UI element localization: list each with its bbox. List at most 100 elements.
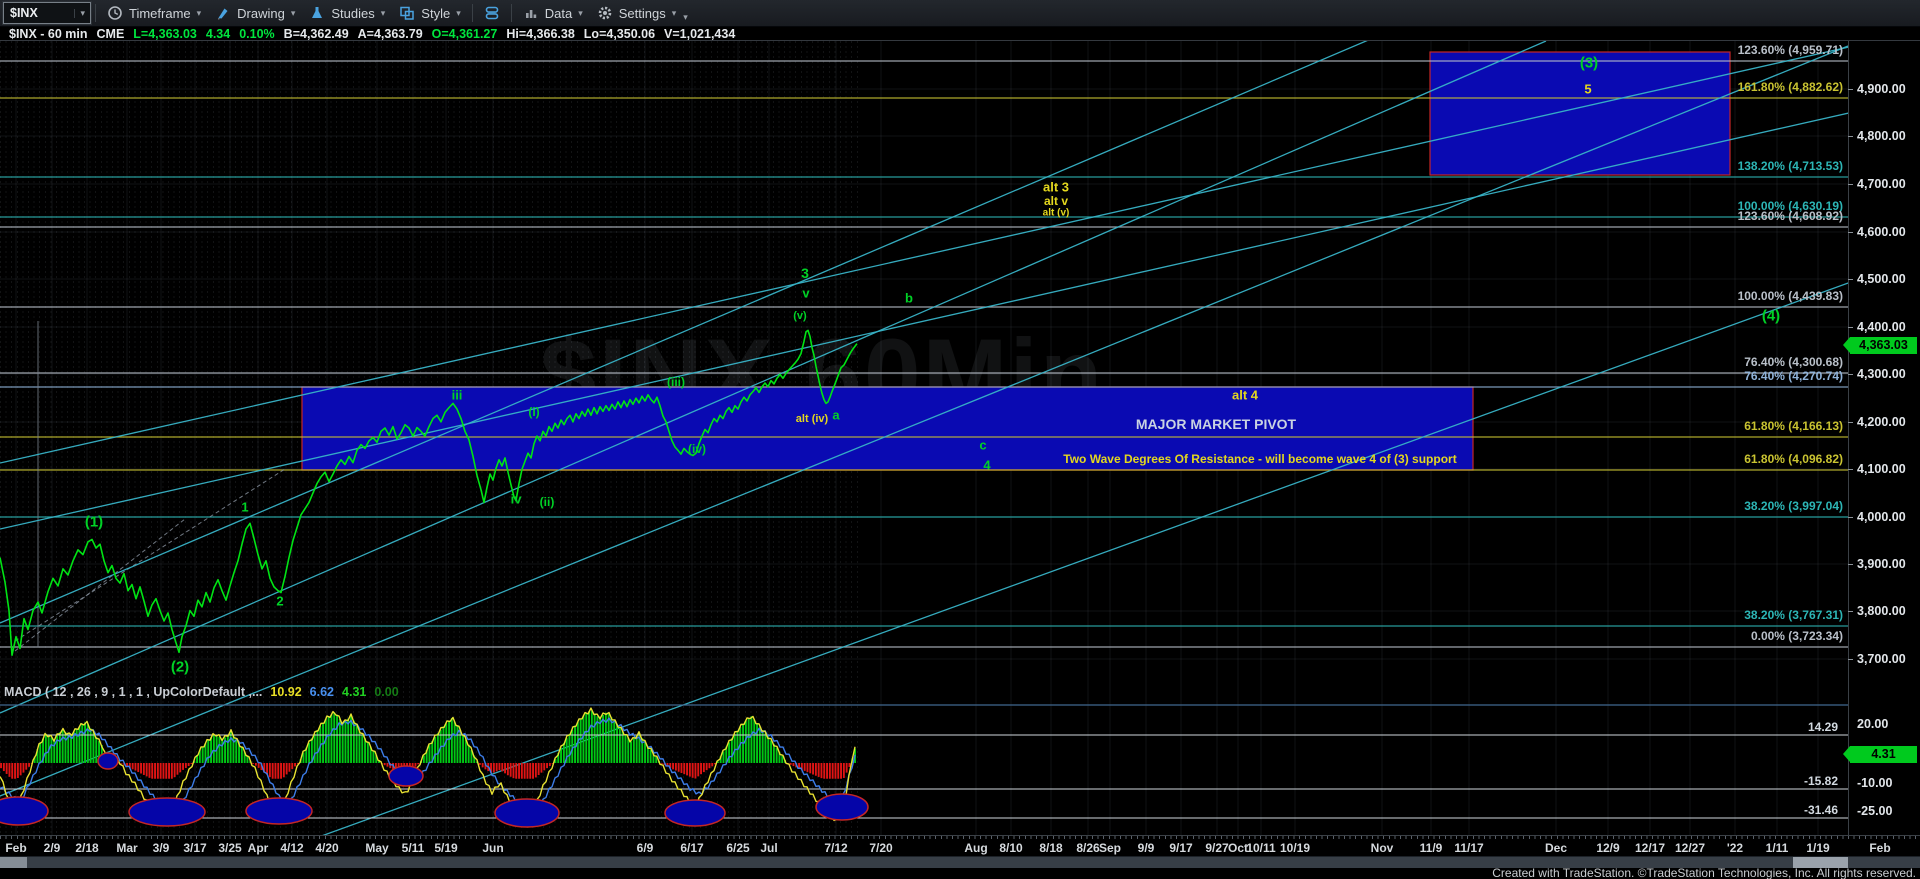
fib-level-label: 100.00% (4,630.19) bbox=[1737, 199, 1843, 213]
price-axis-tick bbox=[1848, 564, 1853, 565]
chevron-down-icon: ▾ bbox=[578, 7, 583, 18]
fib-level-label: 61.80% (4,096.82) bbox=[1744, 452, 1843, 466]
macd-header: MACD ( 12 , 26 , 9 , 1 , 1 , UpColorDefa… bbox=[4, 685, 399, 699]
chevron-down-icon: ▾ bbox=[196, 7, 202, 18]
footer: Created with TradeStation. ©TradeStation… bbox=[0, 866, 1920, 879]
wave-label: c bbox=[979, 437, 987, 453]
date-label: 7/12 bbox=[824, 841, 848, 855]
studies-button[interactable]: Studies ▾ bbox=[302, 0, 392, 26]
date-label: Dec bbox=[1544, 841, 1568, 855]
date-label: 7/20 bbox=[869, 841, 893, 855]
time-axis-ticks bbox=[0, 836, 1920, 839]
date-label: 12/17 bbox=[1634, 841, 1666, 855]
wave-label: 3 bbox=[801, 265, 809, 281]
price-axis-label: 4,700.00 bbox=[1857, 177, 1906, 191]
layout-button[interactable] bbox=[477, 0, 507, 26]
date-label: Feb bbox=[5, 841, 27, 855]
fib-level-label: 0.00% (3,723.34) bbox=[1750, 629, 1843, 643]
settings-button[interactable]: Settings ▾ bbox=[590, 0, 684, 26]
data-button[interactable]: Data ▾ bbox=[516, 0, 590, 26]
quote-field: 0.10% bbox=[239, 26, 275, 41]
chevron-down-icon: ▾ bbox=[456, 7, 461, 18]
date-label: 3/25 bbox=[218, 841, 242, 855]
toolbar: $INX ▾ Timeframe ▾ Drawing ▾ Studies ▾ bbox=[0, 0, 1920, 27]
macd-level-label: 14.29 bbox=[1807, 720, 1838, 734]
date-label: 6/9 bbox=[636, 841, 654, 855]
macd-level-label: -15.82 bbox=[1803, 774, 1838, 788]
chart-area[interactable]: $INX,60Min MACD ( 12 , 26 , 9 , 1 , 1 , … bbox=[0, 40, 1920, 836]
date-label: 9/17 bbox=[1169, 841, 1193, 855]
price-axis-tick bbox=[1848, 374, 1853, 375]
price-axis-tick bbox=[1848, 659, 1853, 660]
quote-field: B=4,362.49 bbox=[283, 26, 349, 41]
date-label: Nov bbox=[1370, 841, 1394, 855]
date-label: Feb bbox=[1869, 841, 1891, 855]
chart-canvas[interactable] bbox=[0, 41, 1920, 836]
chevron-down-icon: ▾ bbox=[671, 7, 677, 18]
wave-label: (1) bbox=[84, 513, 104, 531]
price-axis-tick bbox=[1848, 469, 1853, 470]
price-axis-label: 4,000.00 bbox=[1857, 510, 1906, 524]
date-label: 12/9 bbox=[1596, 841, 1620, 855]
quote-field: A=4,363.79 bbox=[357, 26, 423, 41]
symbol-input[interactable]: $INX ▾ bbox=[3, 2, 91, 24]
date-label: 11/17 bbox=[1454, 841, 1484, 855]
scrollbar-handle-left[interactable] bbox=[0, 857, 27, 869]
price-axis-tick bbox=[1848, 232, 1853, 233]
date-label: Aug bbox=[964, 841, 988, 855]
wave-label: alt (iv) bbox=[795, 413, 829, 425]
macd-axis-label: -25.00 bbox=[1857, 804, 1893, 818]
studies-label: Studies bbox=[331, 5, 375, 21]
drawing-button[interactable]: Drawing ▾ bbox=[208, 0, 302, 26]
wave-label: iv bbox=[510, 491, 522, 507]
wave-label: 1 bbox=[241, 499, 249, 515]
macd-value: 0.00 bbox=[374, 685, 399, 699]
date-label: Jul bbox=[760, 841, 778, 855]
fib-level-label: 76.40% (4,270.74) bbox=[1744, 369, 1843, 383]
date-label: 4/12 bbox=[280, 841, 304, 855]
date-label: '22 bbox=[1726, 841, 1744, 855]
fib-level-label: 100.00% (4,439.83) bbox=[1737, 289, 1843, 303]
style-button[interactable]: Style ▾ bbox=[392, 0, 467, 26]
horizontal-scrollbar[interactable] bbox=[0, 856, 1920, 869]
timeframe-label: Timeframe bbox=[129, 5, 191, 21]
date-label: May bbox=[365, 841, 389, 855]
date-label: 9/9 bbox=[1137, 841, 1155, 855]
date-label: 6/17 bbox=[680, 841, 704, 855]
date-label: 10/19 bbox=[1279, 841, 1311, 855]
date-label: Oct bbox=[1227, 841, 1249, 855]
chevron-down-icon[interactable]: ▾ bbox=[74, 8, 90, 18]
wave-label: 2 bbox=[276, 593, 284, 609]
date-label: Apr bbox=[247, 841, 269, 855]
date-label: 4/20 bbox=[315, 841, 339, 855]
date-label: 5/11 bbox=[401, 841, 425, 855]
fib-level-label: 138.20% (4,713.53) bbox=[1737, 159, 1843, 173]
symbol-value: $INX bbox=[10, 6, 38, 20]
scrollbar-handle-right[interactable] bbox=[1793, 857, 1848, 869]
price-axis-label: 4,900.00 bbox=[1857, 82, 1906, 96]
wave-label: alt v bbox=[1043, 194, 1069, 208]
macd-params: MACD ( 12 , 26 , 9 , 1 , 1 , UpColorDefa… bbox=[4, 685, 263, 699]
chart-annotation: MAJOR MARKET PIVOT bbox=[1135, 416, 1297, 432]
date-label: 5/19 bbox=[434, 841, 458, 855]
data-label: Data bbox=[544, 5, 573, 21]
drawing-label: Drawing bbox=[237, 5, 285, 21]
macd-value: 6.62 bbox=[309, 685, 335, 699]
quote-field: CME bbox=[96, 26, 125, 41]
fib-level-label: 161.80% (4,882.62) bbox=[1737, 80, 1843, 94]
macd-value: 10.92 bbox=[270, 685, 302, 699]
wave-label: alt 4 bbox=[1231, 387, 1259, 403]
date-label: 9/27 bbox=[1205, 841, 1229, 855]
price-axis-label: 4,200.00 bbox=[1857, 415, 1906, 429]
date-label: 2/9 bbox=[43, 841, 61, 855]
time-axis[interactable]: Feb 2/9 2/18 Mar 3/9 3/17 3/25 Apr 4/12 4/20 May 5/… bbox=[0, 835, 1920, 857]
flask-icon bbox=[312, 7, 323, 18]
fib-level-label: 123.60% (4,959.71) bbox=[1737, 43, 1843, 57]
timeframe-button[interactable]: Timeframe ▾ bbox=[100, 0, 208, 26]
date-label: 1/19 bbox=[1806, 841, 1830, 855]
wave-label: alt (v) bbox=[1042, 207, 1070, 219]
macd-value-badge: 4.31 bbox=[1843, 746, 1917, 763]
date-label: Jun bbox=[482, 841, 504, 855]
wave-label: 5 bbox=[1584, 81, 1592, 97]
toolbar-overflow-icon[interactable]: ▾ bbox=[683, 11, 688, 22]
